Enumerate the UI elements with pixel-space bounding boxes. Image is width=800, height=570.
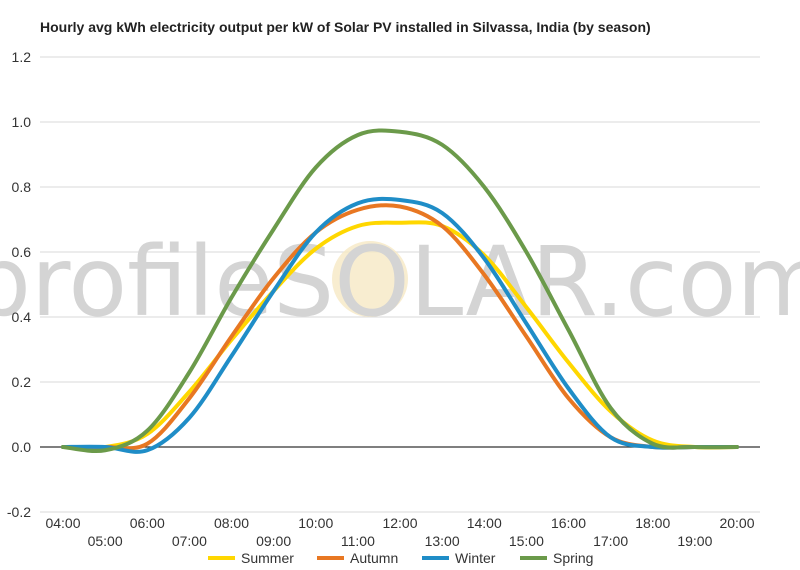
series-line-winter	[61, 196, 739, 454]
legend-label-summer: Summer	[241, 550, 294, 566]
x-tick-label: 13:00	[425, 533, 460, 549]
y-tick-label: -0.2	[7, 504, 31, 520]
x-tick-label: 20:00	[719, 515, 754, 531]
watermark-sun-icon	[332, 241, 408, 317]
series-line-spring	[61, 128, 739, 453]
y-tick-label: 1.2	[12, 49, 32, 65]
y-tick-label: 1.0	[12, 114, 32, 130]
x-tick-label: 07:00	[172, 533, 207, 549]
y-tick-label: 0.4	[12, 309, 32, 325]
legend-label-autumn: Autumn	[350, 550, 398, 566]
legend-label-spring: Spring	[553, 550, 593, 566]
legend-label-winter: Winter	[455, 550, 496, 566]
x-tick-label: 18:00	[635, 515, 670, 531]
x-tick-label: 16:00	[551, 515, 586, 531]
x-tick-label: 11:00	[341, 533, 375, 549]
x-axis-ticks: 04:00 05:00 06:00 07:00 08:00 09:00 10:00 11:00…	[45, 515, 754, 549]
x-tick-label: 19:00	[677, 533, 712, 549]
series-lines	[61, 128, 739, 454]
y-tick-label: 0.6	[12, 244, 32, 260]
y-tick-label: 0.0	[12, 439, 32, 455]
x-tick-label: 09:00	[256, 533, 291, 549]
y-axis-ticks: -0.2 0.0 0.2 0.4 0.6 0.8 1.0 1.2	[7, 49, 31, 520]
x-tick-label: 12:00	[382, 515, 417, 531]
y-tick-label: 0.2	[12, 374, 32, 390]
legend: Summer Autumn Winter Spring	[208, 550, 593, 566]
x-tick-label: 17:00	[593, 533, 628, 549]
x-tick-label: 06:00	[130, 515, 165, 531]
y-tick-label: 0.8	[12, 179, 32, 195]
x-tick-label: 08:00	[214, 515, 249, 531]
chart-title: Hourly avg kWh electricity output per kW…	[40, 19, 651, 35]
x-tick-label: 04:00	[45, 515, 80, 531]
watermark: profileSOLAR.com	[0, 226, 800, 338]
x-tick-label: 15:00	[509, 533, 544, 549]
watermark-text: profileSOLAR.com	[0, 226, 800, 338]
x-tick-label: 14:00	[467, 515, 502, 531]
x-tick-label: 05:00	[88, 533, 123, 549]
grid	[40, 56, 760, 513]
x-tick-label: 10:00	[298, 515, 333, 531]
